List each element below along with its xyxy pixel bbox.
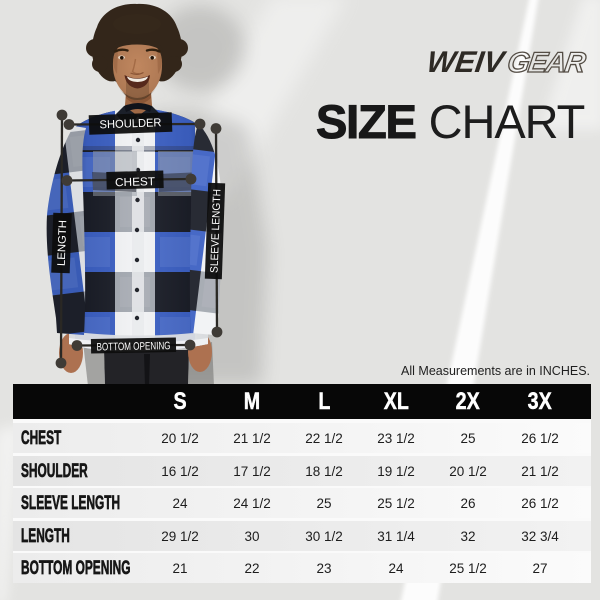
svg-text:BOTTOM OPENING: BOTTOM OPENING (96, 340, 170, 353)
svg-text:CHEST: CHEST (115, 176, 155, 189)
svg-text:LENGTH: LENGTH (56, 220, 70, 266)
svg-text:SHOULDER: SHOULDER (99, 117, 161, 131)
svg-text:SLEEVE LENGTH: SLEEVE LENGTH (209, 189, 224, 273)
